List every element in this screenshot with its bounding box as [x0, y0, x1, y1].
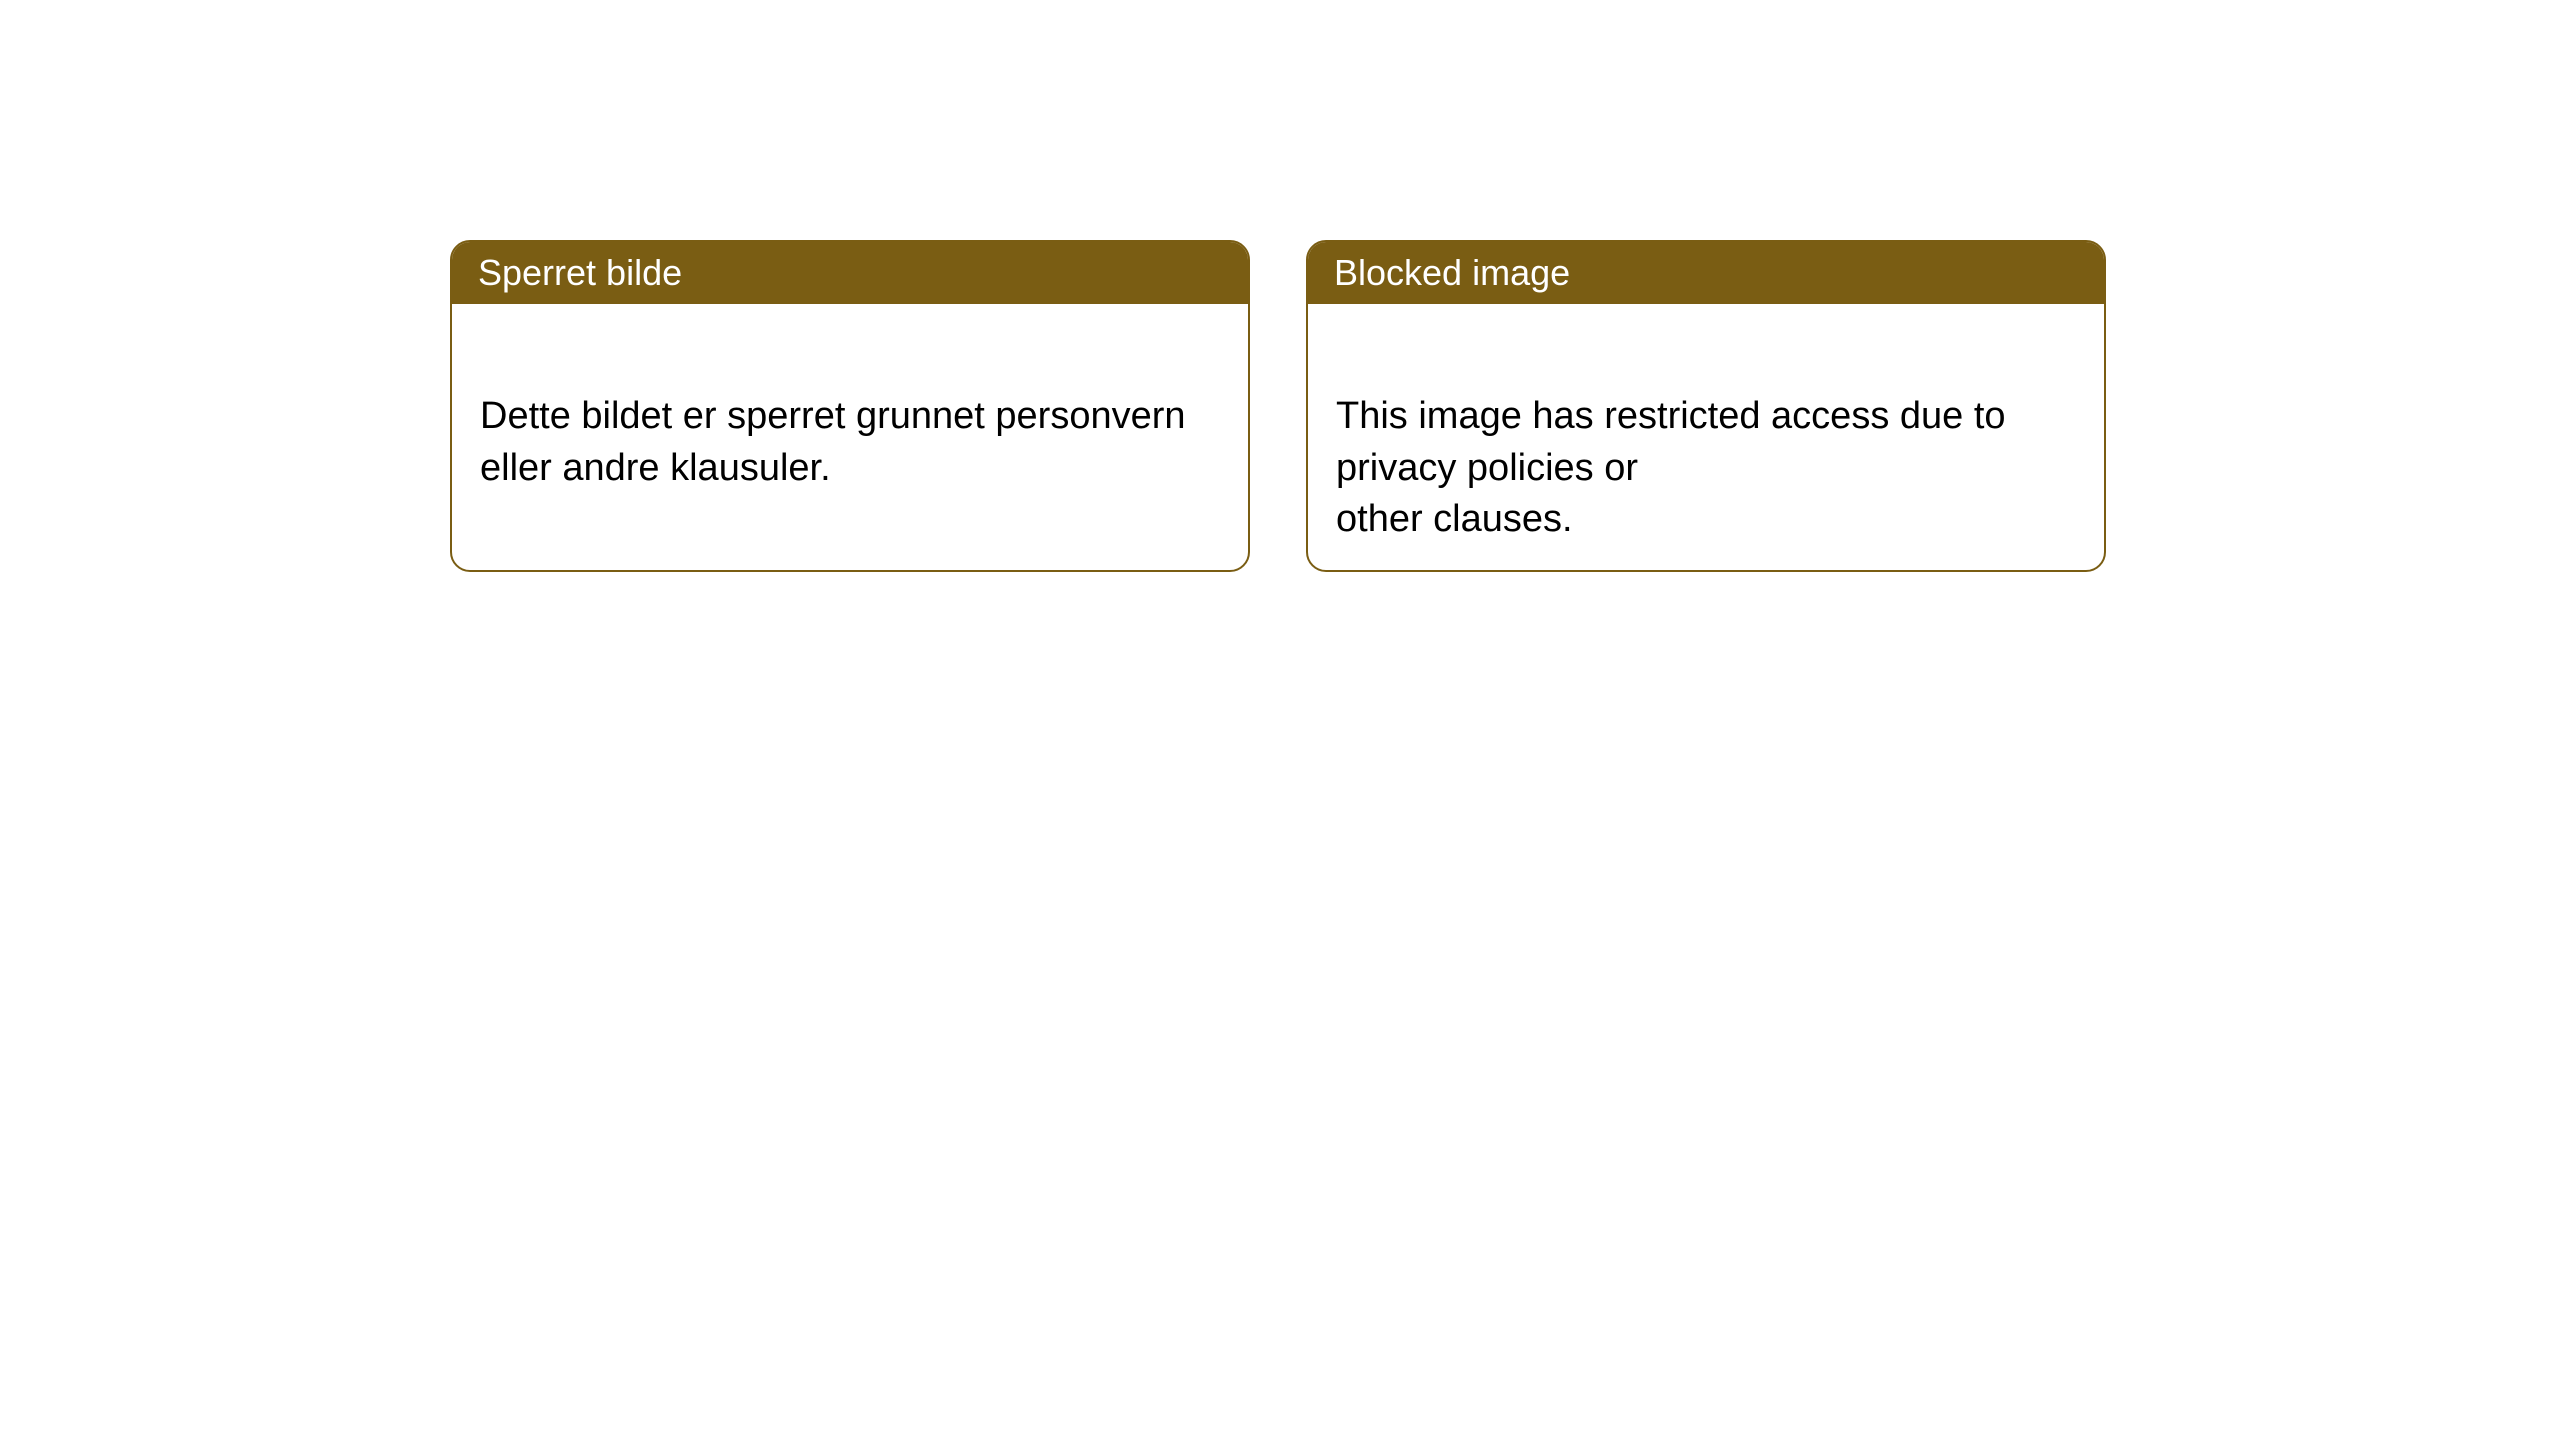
notice-body: Dette bildet er sperret grunnet personve…	[452, 304, 1248, 530]
notice-container: Sperret bilde Dette bildet er sperret gr…	[450, 240, 2106, 572]
notice-body-text: This image has restricted access due to …	[1336, 395, 2006, 540]
notice-box-english: Blocked image This image has restricted …	[1306, 240, 2106, 572]
notice-header: Sperret bilde	[452, 242, 1248, 304]
notice-header: Blocked image	[1308, 242, 2104, 304]
notice-body-text: Dette bildet er sperret grunnet personve…	[480, 395, 1186, 488]
notice-title: Blocked image	[1334, 252, 1570, 293]
notice-box-norwegian: Sperret bilde Dette bildet er sperret gr…	[450, 240, 1250, 572]
notice-title: Sperret bilde	[478, 252, 682, 293]
notice-body: This image has restricted access due to …	[1308, 304, 2104, 572]
